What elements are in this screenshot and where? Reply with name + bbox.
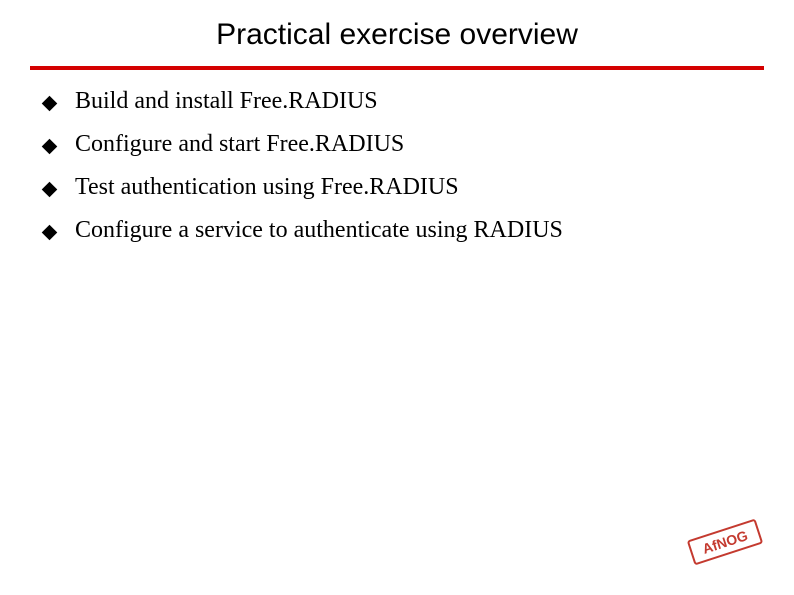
diamond-bullet-icon: [42, 225, 58, 241]
list-item-text: Configure and start Free.RADIUS: [75, 131, 404, 158]
afnog-logo-svg: AfNOG: [682, 512, 768, 572]
list-item-text: Test authentication using Free.RADIUS: [75, 174, 459, 201]
diamond-bullet-icon: [42, 139, 58, 155]
list-item-text: Configure a service to authenticate usin…: [75, 217, 563, 244]
afnog-logo-group: AfNOG: [688, 520, 762, 564]
list-item: Test authentication using Free.RADIUS: [44, 174, 794, 201]
list-item: Build and install Free.RADIUS: [44, 88, 794, 115]
diamond-bullet-icon: [42, 96, 58, 112]
diamond-bullet-icon: [42, 182, 58, 198]
bullet-list: Build and install Free.RADIUS Configure a…: [0, 88, 794, 244]
list-item: Configure and start Free.RADIUS: [44, 131, 794, 158]
list-item-text: Build and install Free.RADIUS: [75, 88, 378, 115]
list-item: Configure a service to authenticate usin…: [44, 217, 794, 244]
title-separator: [30, 66, 764, 70]
afnog-logo: AfNOG: [682, 512, 768, 577]
slide-title: Practical exercise overview: [0, 0, 794, 52]
slide: Practical exercise overview Build and in…: [0, 0, 794, 595]
